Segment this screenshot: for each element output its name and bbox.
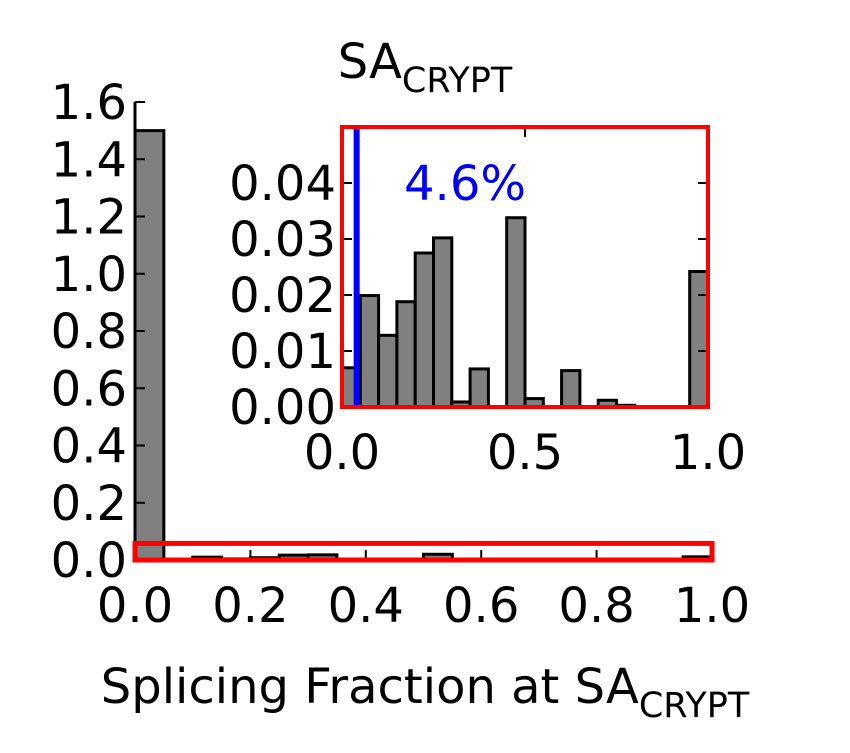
main-y-tick-label: 0.0	[51, 533, 127, 589]
inset-y-tick-label: 0.01	[229, 324, 336, 380]
main-x-tick-labels: 0.0 0.2 0.4 0.6 0.8 1.0	[97, 578, 750, 634]
main-x-tick-label: 1.0	[674, 578, 750, 634]
inset-bar	[560, 369, 582, 409]
inset-bar	[688, 269, 710, 409]
inset-y-tick-label: 0.03	[229, 212, 336, 268]
zoom-region-highlight	[132, 540, 715, 563]
inset-bar	[377, 333, 399, 409]
inset-bar	[413, 251, 436, 409]
main-y-tick-label: 1.2	[51, 190, 127, 246]
main-y-tick-label: 1.6	[51, 75, 127, 131]
inset-y-tick-label: 0.04	[229, 156, 336, 212]
inset-bar	[432, 236, 454, 409]
x-axis-label: Splicing Fraction at SACRYPT	[101, 659, 750, 726]
main-y-tick-label: 0.6	[51, 361, 127, 417]
chart-title-subscript: CRYPT	[402, 61, 513, 101]
main-y-tick-labels: 0.00.20.40.60.81.01.21.41.6	[51, 75, 127, 589]
inset-bar	[468, 367, 490, 409]
inset-bar	[505, 216, 527, 409]
main-y-tick-label: 0.4	[51, 419, 127, 475]
main-y-tick-label: 0.2	[51, 476, 127, 532]
main-y-tick-label: 1.0	[51, 247, 127, 303]
main-x-tick-label: 0.2	[212, 578, 288, 634]
inset-y-tick-labels: 0.000.010.020.030.04	[229, 156, 336, 436]
inset-y-tick-label: 0.02	[229, 268, 336, 324]
main-x-tick-label: 0.6	[443, 578, 519, 634]
main-y-tick-label: 0.8	[51, 304, 127, 360]
x-axis-label-subscript: CRYPT	[639, 686, 750, 726]
inset-bar	[395, 300, 417, 409]
main-x-tick-label: 0.8	[558, 578, 634, 634]
inset-x-tick-labels: 0.0 0.5 1.0	[304, 425, 746, 481]
inset-y-tick-label: 0.00	[229, 380, 336, 436]
inset-bar	[358, 294, 381, 409]
main-x-tick-label: 0.4	[328, 578, 404, 634]
main-x-tick-label: 0.0	[97, 578, 173, 634]
inset-x-tick-label: 0.0	[304, 425, 380, 481]
inset-percentage-annotation: 4.6%	[404, 156, 526, 212]
chart-title: SACRYPT	[338, 34, 513, 101]
inset-x-tick-label: 1.0	[670, 425, 746, 481]
inset-frame	[340, 125, 710, 409]
inset-x-tick-label: 0.5	[487, 425, 563, 481]
main-bar	[133, 129, 166, 562]
main-y-tick-label: 1.4	[51, 132, 127, 188]
